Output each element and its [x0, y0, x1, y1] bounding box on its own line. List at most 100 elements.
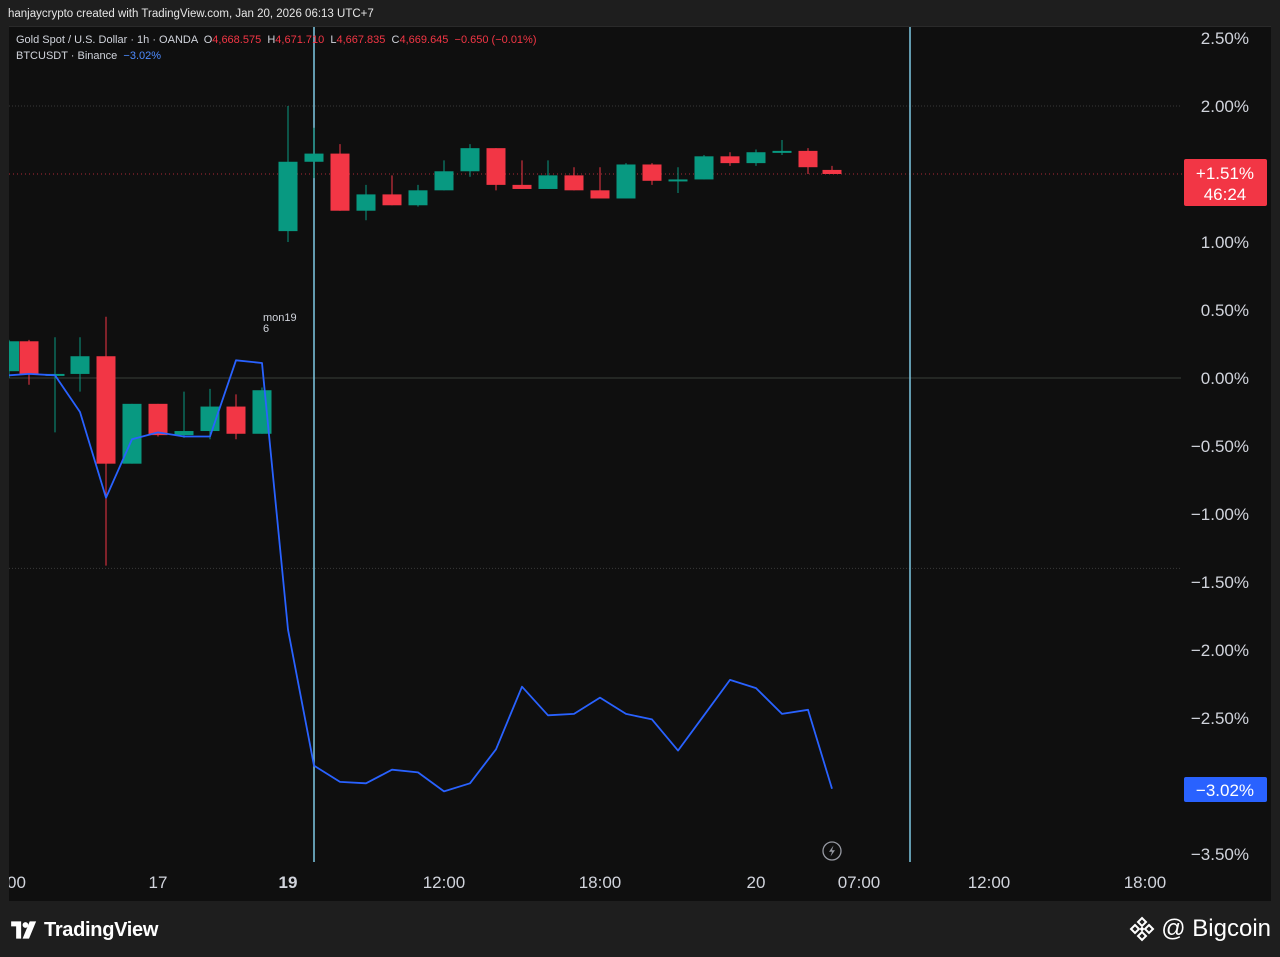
x-tick-label: 12:00 — [968, 873, 1011, 892]
y-tick-label: 0.00% — [1201, 369, 1249, 388]
x-tick-label: 00 — [9, 873, 26, 892]
open-label: O — [203, 34, 213, 46]
candle[interactable] — [460, 144, 480, 177]
chart-panel[interactable]: 2.50% 2.00% 1.00% 0.50% 0.00% −0.50% −1.00% −1.… — [9, 26, 1271, 902]
candle[interactable] — [822, 165, 842, 174]
candle-body — [9, 341, 19, 372]
candle-body — [226, 406, 246, 434]
candle[interactable] — [486, 148, 506, 191]
candle[interactable] — [668, 167, 688, 194]
candle-body — [19, 341, 39, 374]
annotation-line-2: 6 — [263, 323, 269, 335]
y-tick-label: 1.00% — [1201, 233, 1249, 252]
candle-body — [616, 164, 636, 199]
candle[interactable] — [226, 394, 246, 440]
footer-bar: TradingView @ Bigcoin — [0, 901, 1280, 957]
gold-price-badge — [1184, 159, 1267, 206]
y-axis: 2.50% 2.00% 1.00% 0.50% 0.00% −0.50% −1.00% −1.… — [1191, 29, 1249, 864]
candle[interactable] — [174, 391, 194, 438]
candle-body — [746, 152, 766, 164]
candle-body — [668, 179, 688, 182]
open-value: 4,668.575 — [212, 34, 262, 46]
x-axis: 00 17 19 12:00 18:00 20 07:00 12:00 18:00 — [9, 873, 1166, 892]
bigcoin-watermark: @ Bigcoin — [1129, 915, 1271, 943]
tradingview-logo-icon — [11, 921, 37, 939]
candle[interactable] — [642, 163, 662, 185]
candle[interactable] — [720, 152, 740, 166]
candle[interactable] — [382, 175, 402, 206]
annotation-line-1: mon19 — [263, 312, 297, 324]
gold-price-badge-countdown: 46:24 — [1204, 185, 1247, 204]
candle[interactable] — [252, 387, 272, 434]
close-label: C — [391, 34, 400, 46]
candle-body — [642, 164, 662, 181]
candle[interactable] — [590, 167, 610, 199]
candle-body — [694, 156, 714, 180]
candle[interactable] — [148, 403, 168, 437]
candle[interactable] — [70, 337, 90, 392]
candle[interactable] — [434, 160, 454, 191]
candle[interactable] — [616, 163, 636, 199]
candle-body — [148, 403, 168, 436]
x-tick-label: 19 — [279, 873, 298, 892]
compare-change-value: −3.02% — [123, 50, 162, 62]
candle[interactable] — [330, 144, 350, 211]
y-tick-label: −0.50% — [1191, 437, 1249, 456]
candle-body — [70, 356, 90, 374]
low-value: 4,667.835 — [336, 34, 386, 46]
candle-body — [798, 150, 818, 168]
gold-price-badge-value: +1.51% — [1196, 164, 1254, 183]
candle-body — [460, 148, 480, 172]
change-value: −0.650 (−0.01%) — [454, 34, 537, 46]
candle[interactable] — [356, 184, 376, 221]
y-tick-label: 2.00% — [1201, 97, 1249, 116]
candle-body — [486, 148, 506, 185]
candle[interactable] — [694, 154, 714, 180]
candle-body — [278, 161, 298, 232]
candle-body — [382, 194, 402, 206]
y-tick-label: −3.50% — [1191, 845, 1249, 864]
price-badges: +1.51% 46:24 −3.02% — [1184, 159, 1267, 802]
candle-body — [512, 184, 532, 189]
candle[interactable] — [772, 140, 792, 155]
candle[interactable] — [798, 148, 818, 174]
candle[interactable] — [96, 316, 116, 566]
high-label: H — [267, 34, 276, 46]
compare-symbol-legend[interactable]: BTCUSDT · Binance −3.02% — [16, 50, 161, 62]
candle[interactable] — [304, 127, 324, 179]
x-tick-label: 17 — [149, 873, 168, 892]
y-tick-label: 2.50% — [1201, 29, 1249, 48]
main-symbol-legend[interactable]: Gold Spot / U.S. Dollar · 1h · OANDA O4,… — [16, 34, 537, 46]
btc-price-badge — [1184, 777, 1267, 802]
y-tick-label: −2.50% — [1191, 709, 1249, 728]
y-tick-label: −1.50% — [1191, 573, 1249, 592]
candle[interactable] — [9, 339, 19, 378]
bigcoin-wordmark: @ Bigcoin — [1161, 915, 1271, 942]
binance-diamond-icon — [1129, 916, 1155, 942]
candle-body — [564, 175, 584, 191]
btc-line-layer — [9, 359, 833, 793]
candle[interactable] — [746, 149, 766, 166]
candle[interactable] — [19, 339, 39, 385]
y-tick-label: −2.00% — [1191, 641, 1249, 660]
candle-body — [356, 194, 376, 211]
annotation-label: mon19 6 — [263, 312, 297, 335]
compare-symbol-name[interactable]: BTCUSDT · Binance — [16, 50, 118, 62]
lightning-icon[interactable] — [822, 841, 842, 861]
tradingview-logo[interactable]: TradingView — [10, 917, 158, 943]
candle-body — [252, 390, 272, 434]
vertical-lines — [313, 27, 911, 862]
candle-body — [96, 356, 116, 464]
candle[interactable] — [538, 160, 558, 189]
candle[interactable] — [564, 167, 584, 191]
candle[interactable] — [278, 106, 298, 242]
price-chart[interactable]: 2.50% 2.00% 1.00% 0.50% 0.00% −0.50% −1.00% −1.… — [9, 27, 1271, 902]
candle[interactable] — [200, 388, 220, 440]
candle[interactable] — [512, 160, 532, 189]
candle-body — [174, 431, 194, 436]
candle-body — [538, 175, 558, 189]
btc-price-badge-value: −3.02% — [1196, 781, 1254, 800]
main-symbol-name[interactable]: Gold Spot / U.S. Dollar · 1h · OANDA — [16, 34, 198, 46]
btc-series-line[interactable] — [9, 359, 833, 793]
candle[interactable] — [408, 184, 428, 207]
